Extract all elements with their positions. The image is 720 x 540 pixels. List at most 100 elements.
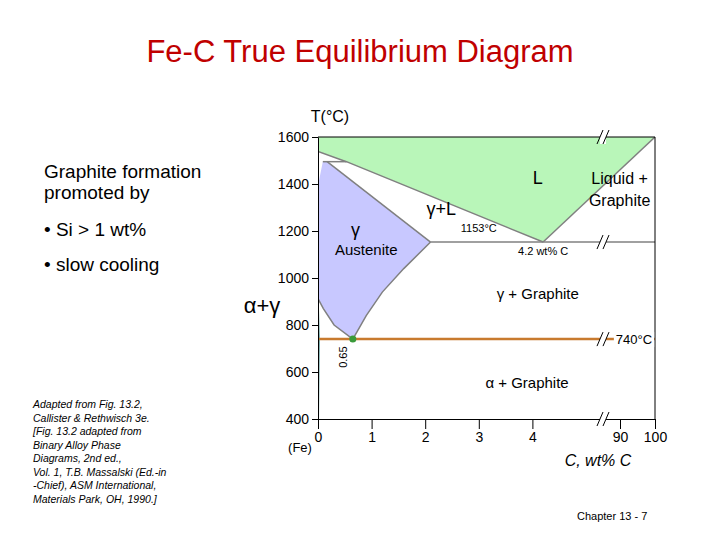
region-label: α + Graphite xyxy=(485,374,568,391)
tick-mark xyxy=(312,184,318,185)
tick-mark xyxy=(655,419,656,429)
y-axis-title: T(°C) xyxy=(311,108,349,125)
tick-mark xyxy=(479,419,480,429)
phase-region xyxy=(318,162,431,339)
break-gap xyxy=(600,235,606,249)
tick-label: 1600 xyxy=(278,129,309,145)
tick-mark xyxy=(312,419,318,420)
title: Fe-C True Equilibrium Diagram xyxy=(146,34,573,69)
region-label: γ+L xyxy=(427,199,457,219)
axis-break xyxy=(597,235,609,249)
break-slash xyxy=(597,332,603,346)
region-label: γ xyxy=(351,220,360,240)
side-heading: Graphite formation xyxy=(44,161,201,182)
break-slash xyxy=(597,130,603,144)
tick-label: 0 xyxy=(315,429,323,445)
x-tick: 4 xyxy=(529,419,537,445)
tick-label: 2 xyxy=(422,429,430,445)
footer: Chapter 13 - 7 xyxy=(577,510,647,522)
source-note: Materials Park, OH, 1990.] xyxy=(33,493,158,505)
region-label: Graphite xyxy=(589,192,650,209)
x-tick: 90 xyxy=(613,419,629,445)
tick-label: 1200 xyxy=(278,223,309,239)
region-label: Liquid + xyxy=(591,170,648,187)
tick-label: 4 xyxy=(529,429,537,445)
tick-mark xyxy=(425,419,426,429)
break-slash xyxy=(603,130,609,144)
tick-label: 800 xyxy=(286,317,310,333)
x-tick: 1 xyxy=(368,419,376,445)
tick-mark xyxy=(318,419,319,429)
phase-boundary xyxy=(318,299,353,339)
tick-mark xyxy=(312,372,318,373)
axis-break xyxy=(597,332,609,346)
y-axis: 400 600 800 1000 1200 1400 1600 xyxy=(278,129,319,427)
tick-label: 1000 xyxy=(278,270,309,286)
break-gap xyxy=(600,332,606,346)
break-slash xyxy=(603,332,609,346)
tick-label: 3 xyxy=(475,429,483,445)
source-note: [Fig. 13.2 adapted from xyxy=(32,425,142,437)
break-gap xyxy=(600,412,606,426)
phase-boundary xyxy=(327,162,430,242)
break-slash xyxy=(603,235,609,249)
region-label: 4.2 wt% C xyxy=(518,245,568,257)
source-note: -Chief), ASM International, xyxy=(33,479,156,491)
source-note: Callister & Rethwisch 3e. xyxy=(33,412,150,424)
tick-mark xyxy=(312,231,318,232)
tick-label: 400 xyxy=(286,411,310,427)
y-tick: 1200 xyxy=(278,223,318,239)
plot-area xyxy=(318,137,655,419)
region-label: γ + Graphite xyxy=(497,285,579,302)
eutectoid-point xyxy=(349,336,356,343)
tick-mark xyxy=(312,137,318,138)
x-tick: 100 xyxy=(644,419,668,445)
tick-mark xyxy=(532,419,533,429)
source-note: Adapted from Fig. 13.2, xyxy=(32,398,143,410)
x-tick: 3 xyxy=(475,419,483,445)
frame-right xyxy=(655,137,656,419)
axis-break xyxy=(597,130,609,144)
tick-mark xyxy=(312,325,318,326)
tick-mark xyxy=(372,419,373,429)
tick-label: 90 xyxy=(613,429,629,445)
region-label: 1153°C xyxy=(461,222,497,234)
phase-boundary xyxy=(318,152,543,242)
tick-mark xyxy=(312,278,318,279)
x-tick: 0 xyxy=(315,419,323,445)
x-axis-subtitle: (Fe) xyxy=(288,440,312,455)
axis-line xyxy=(318,138,319,420)
y-tick: 1600 xyxy=(278,129,318,145)
axis-break xyxy=(597,412,609,426)
bullet: • Si > 1 wt% xyxy=(44,219,146,240)
side-heading: promoted by xyxy=(44,182,150,203)
break-gap xyxy=(600,130,606,144)
tick-label: 1 xyxy=(368,429,376,445)
source-note: Vol. 1, T.B. Massalski (Ed.-in xyxy=(33,466,167,478)
region-label: L xyxy=(533,168,543,188)
tick-label: 100 xyxy=(644,429,668,445)
label-background xyxy=(614,332,654,347)
phase-boundary xyxy=(543,137,655,242)
x-axis-title: C, wt% C xyxy=(565,452,632,469)
phase-boundary xyxy=(323,161,347,163)
bullet: • slow cooling xyxy=(44,254,159,275)
x-axis: 0 1 2 3 4 90 100 xyxy=(315,419,668,445)
break-slash xyxy=(597,235,603,249)
source-note: Diagrams, 2nd ed., xyxy=(33,452,122,464)
slide: Fe-C True Equilibrium Diagram Graphite fo… xyxy=(0,0,720,540)
break-slash xyxy=(603,412,609,426)
x-tick: 2 xyxy=(422,419,430,445)
source-note: Binary Alloy Phase xyxy=(33,439,121,451)
break-slash xyxy=(597,412,603,426)
y-tick: 600 xyxy=(286,364,318,380)
tick-label: 600 xyxy=(286,364,310,380)
y-tick: 800 xyxy=(286,317,318,333)
chart-container: Fe-C True Equilibrium Diagram Graphite fo… xyxy=(0,0,720,540)
tick-label: 1400 xyxy=(278,176,309,192)
y-tick: 400 xyxy=(286,411,318,427)
outside-label: α+γ xyxy=(244,293,281,318)
temperature-label: 740°C xyxy=(616,332,652,347)
y-tick: 1400 xyxy=(278,176,318,192)
point-label: 0.65 xyxy=(337,346,349,367)
